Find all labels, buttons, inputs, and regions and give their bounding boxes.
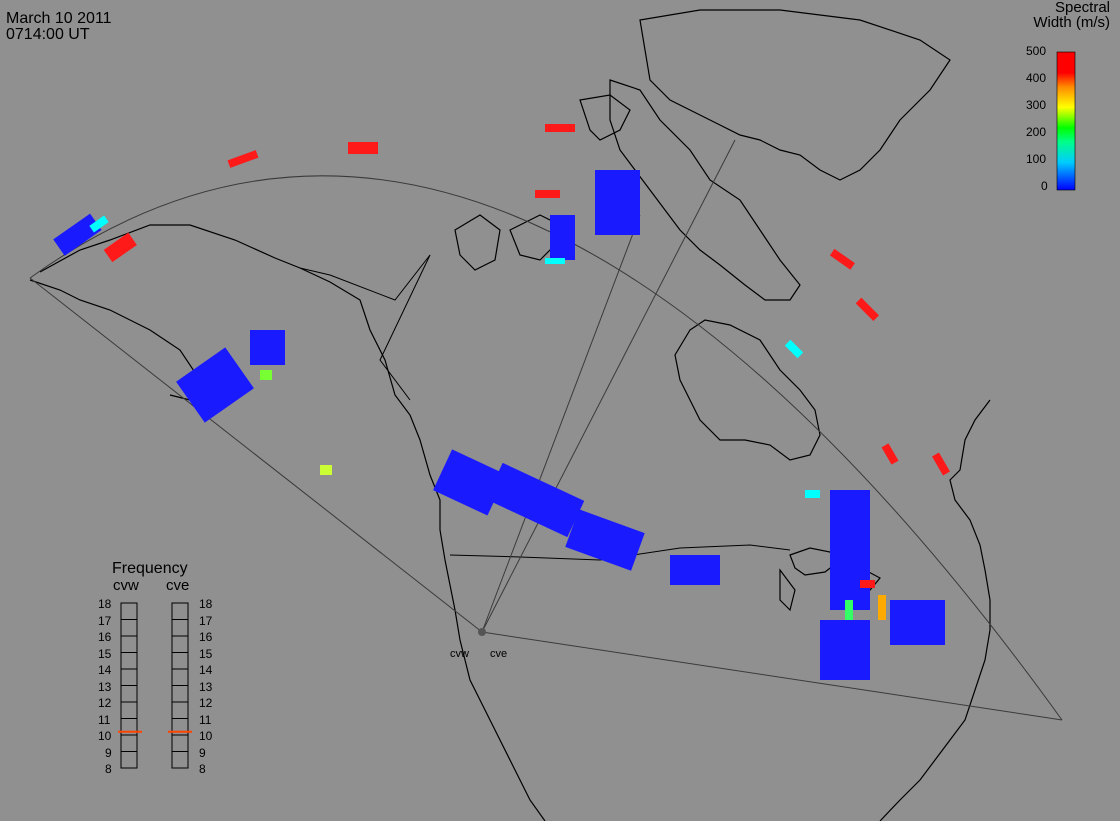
territorial-border: [379, 254, 431, 401]
scale-tick-500: 500: [1026, 44, 1047, 58]
frequency-level-left: 9: [105, 745, 112, 760]
frequency-level-left: 14: [98, 663, 112, 677]
scatter-other-width: [260, 370, 886, 620]
cve-frequency-box: [168, 602, 192, 769]
frequency-title: Frequency: [112, 560, 188, 577]
frequency-level-right: 17: [199, 613, 213, 628]
scatter-cells: [53, 124, 950, 680]
scale-tick-200: 200: [1026, 125, 1047, 139]
frequency-level-left: 16: [98, 630, 112, 644]
scatter-mid-width: [89, 215, 820, 498]
frequency-level-right: 16: [199, 630, 213, 644]
us-canada-border: [449, 544, 791, 561]
frequency-level-right: 13: [199, 679, 213, 694]
scale-tick-300: 300: [1026, 98, 1047, 112]
frequency-level-right: 14: [199, 663, 213, 677]
fov-south-edge: [481, 631, 1063, 721]
time-label: 0714:00 UT: [6, 26, 90, 43]
frequency-level-left: 10: [98, 729, 112, 743]
cve-radar-label: cve: [166, 577, 190, 594]
frequency-level-right: 18: [199, 597, 213, 611]
fov-west-edge: [29, 277, 483, 633]
alaska-canada-border: [299, 254, 431, 301]
cvw-frequency-box: [118, 602, 142, 769]
fov-outer-arc: [29, 175, 1063, 721]
coastlines: [29, 9, 991, 821]
scale-tick-0: 0: [1041, 179, 1048, 193]
banks-island: [454, 214, 501, 271]
frequency-level-left: 11: [98, 712, 111, 727]
frequency-boxes: [118, 602, 192, 769]
fov-beam-2: [481, 139, 736, 633]
ellesmere-island: [579, 94, 631, 141]
cvw-radar-label: cvw: [113, 577, 139, 594]
site-label-cve: cve: [490, 648, 508, 660]
greenland: [639, 9, 951, 181]
frequency-level-left: 8: [105, 762, 112, 776]
north-america-east-coast: [879, 399, 991, 821]
site-label-cvw: cvw: [450, 648, 469, 660]
radar-fov: [29, 139, 1063, 721]
boundaries: [299, 254, 791, 561]
scatter-high-width: [103, 124, 950, 588]
frequency-level-right: 10: [199, 729, 213, 743]
frequency-level-right: 12: [199, 696, 213, 710]
date-label: March 10 2011: [6, 10, 112, 27]
frequency-level-left: 15: [98, 646, 112, 661]
fov-beam-1: [481, 214, 641, 633]
scale-tick-100: 100: [1026, 152, 1047, 166]
frequency-level-right: 8: [199, 762, 206, 776]
spectral-width-scale: [1056, 51, 1076, 191]
scatter-low-width: [53, 170, 945, 680]
frequency-level-left: 17: [98, 613, 112, 628]
scale-title: Spectral Width (m/s): [1033, 0, 1110, 30]
hudson-bay: [674, 319, 821, 461]
frequency-level-left: 13: [98, 679, 112, 694]
frequency-level-right: 15: [199, 646, 213, 661]
frequency-level-left: 18: [98, 597, 112, 611]
frequency-level-right: 11: [199, 712, 212, 727]
radar-site-marker: [478, 628, 486, 636]
scale-title-line1: Spectral: [1054, 0, 1110, 16]
scale-tick-400: 400: [1026, 71, 1047, 85]
north-america-west-coast: [39, 224, 546, 821]
scale-title-line2: Width (m/s): [1033, 14, 1110, 31]
frequency-level-right: 9: [199, 745, 206, 760]
frequency-level-left: 12: [98, 696, 112, 710]
